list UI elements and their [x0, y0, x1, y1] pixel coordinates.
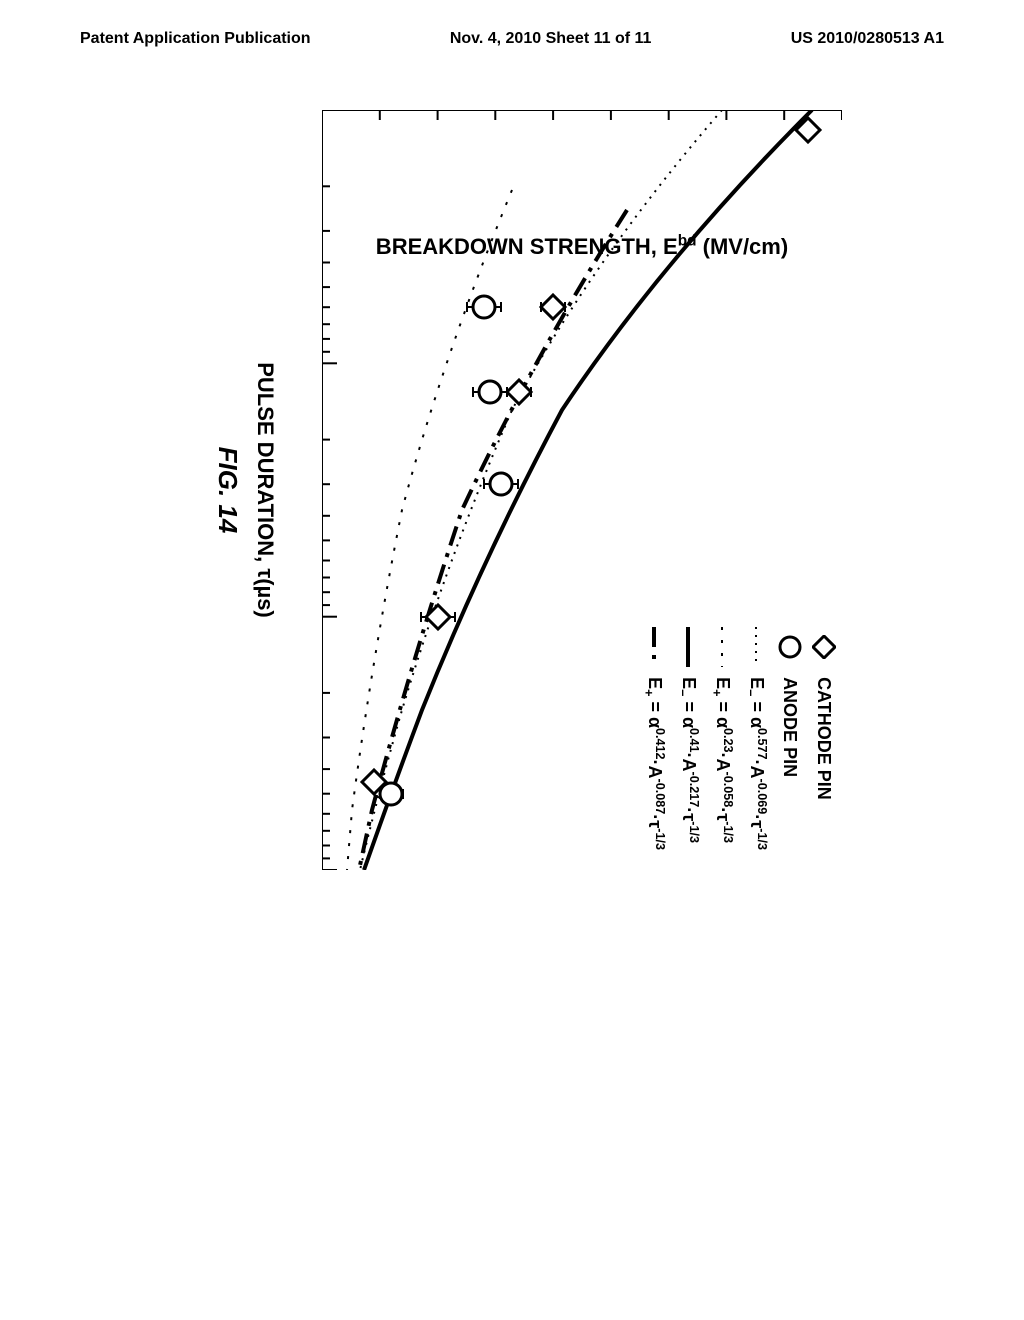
y-axis-title: BREAKDOWN STRENGTH, Ebd (MV/cm)	[376, 233, 788, 260]
figure-container: 0.0 0.5 1.0 1.5 2.0 2.5 3.0 3.5 4.0 4.5	[162, 10, 862, 1010]
legend-eq-1: E− = α0.577·A-0.069·τ-1/3	[743, 627, 769, 850]
figure-label: FIG. 14	[212, 447, 243, 534]
diamond-icon	[812, 627, 836, 667]
anode-points	[380, 296, 518, 805]
legend-eq-4-text: E+ = α0.412·A-0.087·τ-1/3	[641, 677, 667, 850]
legend-eq-2-text: E+ = α0.23·A-0.058·τ-1/3	[709, 677, 735, 843]
chart-area: 0.0 0.5 1.0 1.5 2.0 2.5 3.0 3.5 4.0 4.5	[322, 110, 842, 870]
legend-anode: ANODE PIN	[777, 627, 803, 850]
line-solid-icon	[678, 627, 698, 667]
curve-e-plus-thin	[347, 190, 512, 870]
line-dash-icon	[644, 627, 664, 667]
legend-eq-3-text: E− = α0.41·A-0.217·τ-1/3	[675, 677, 701, 843]
legend-cathode: CATHODE PIN	[811, 627, 837, 850]
x-axis-title: PULSE DURATION, τ(µs)	[252, 362, 278, 618]
line-dotted-sparse-icon	[712, 627, 732, 667]
legend-eq-4: E+ = α0.412·A-0.087·τ-1/3	[641, 627, 667, 850]
legend: CATHODE PIN ANODE PIN E− = α0.577·A-0.06…	[633, 627, 837, 850]
circle-icon	[778, 627, 802, 667]
y-ticks	[322, 110, 842, 120]
line-dotted-thin-icon	[746, 627, 766, 667]
x-ticks	[322, 110, 337, 870]
legend-eq-1-text: E− = α0.577·A-0.069·τ-1/3	[743, 677, 769, 850]
legend-eq-3: E− = α0.41·A-0.217·τ-1/3	[675, 627, 701, 850]
legend-eq-2: E+ = α0.23·A-0.058·τ-1/3	[709, 627, 735, 850]
